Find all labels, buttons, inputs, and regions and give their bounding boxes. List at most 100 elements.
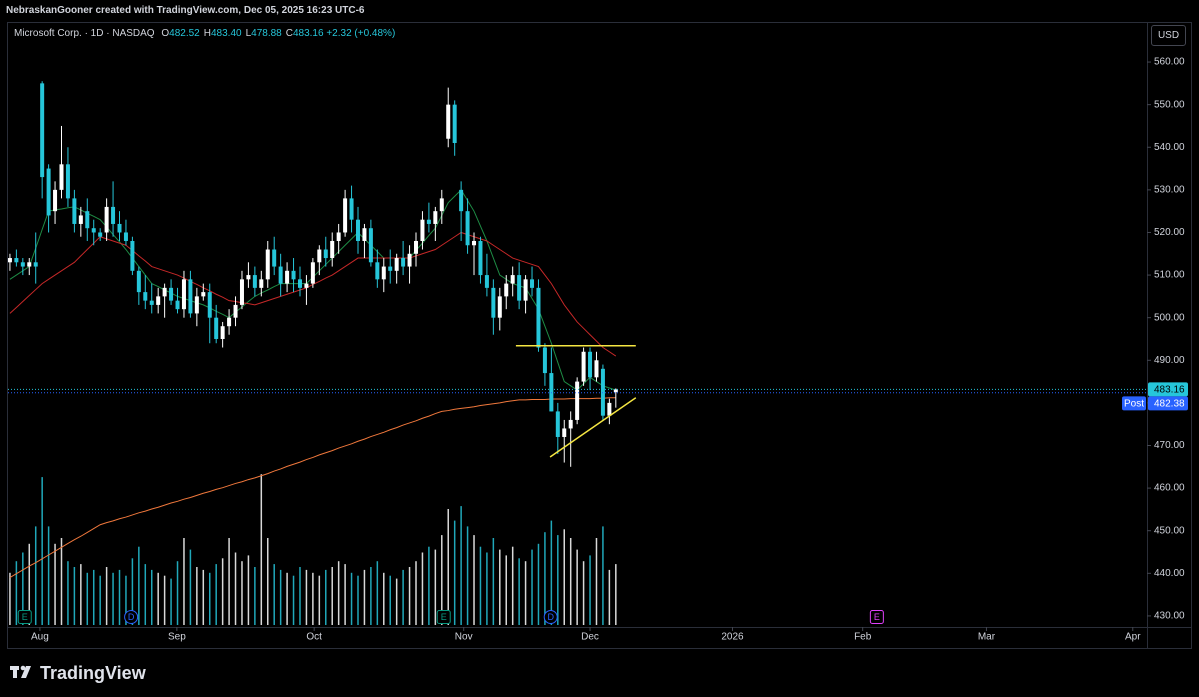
candle-body	[291, 270, 296, 280]
candle-body	[439, 198, 444, 212]
ohlc-value: 483.40	[210, 28, 242, 39]
candle-body	[72, 198, 77, 224]
candle-body	[175, 300, 180, 310]
y-tick-label: 440.00	[1154, 568, 1185, 579]
candle-body	[594, 360, 599, 378]
candle-body	[59, 164, 64, 190]
candle-body	[401, 258, 406, 267]
volume-bar	[157, 572, 159, 625]
candle-body	[201, 292, 206, 297]
candle-body	[246, 275, 251, 280]
moving-average	[9, 397, 616, 579]
candle-body	[40, 83, 45, 178]
candle-body	[181, 279, 186, 310]
x-tick-label: Apr	[1125, 632, 1141, 643]
volume-bar	[125, 575, 127, 625]
volume-bar	[447, 509, 449, 625]
candle-body	[136, 270, 141, 293]
volume-bar	[537, 543, 540, 625]
candle-body	[278, 266, 283, 284]
volume-bar	[189, 549, 192, 625]
candle-body	[297, 279, 302, 288]
volume-bar	[138, 546, 140, 625]
candle-body	[194, 296, 199, 314]
volume-bar	[170, 578, 172, 625]
axes: 430.00440.00450.00460.00470.00480.00490.…	[17, 57, 1188, 643]
ohlc-value: 478.88	[251, 28, 282, 39]
post-price-tag	[1148, 396, 1188, 411]
volume-bar	[453, 520, 456, 625]
candle-body	[588, 351, 593, 378]
event-label: E	[22, 612, 28, 622]
volume-bar	[518, 558, 520, 625]
currency-button[interactable]: USD	[1151, 25, 1186, 46]
candle-body	[317, 249, 322, 263]
candle-body	[368, 228, 373, 263]
candle-body	[14, 258, 19, 263]
volume-bar	[602, 526, 604, 625]
plot-area	[8, 81, 1147, 625]
candle-body	[452, 104, 457, 143]
candle-body	[27, 262, 32, 267]
candle-body	[381, 266, 386, 280]
volume-bar	[608, 569, 611, 625]
candle-body	[78, 215, 83, 224]
candle-body	[98, 232, 103, 237]
volume-bar	[408, 567, 411, 625]
x-tick-label: 2026	[721, 632, 744, 643]
volume-bar	[421, 552, 424, 625]
logo-icon	[10, 665, 31, 678]
volume-bar	[325, 569, 327, 625]
candle-body	[123, 232, 128, 241]
candle-body	[517, 275, 522, 301]
volume-bar	[479, 546, 482, 625]
change: +2.32 (+0.48%)	[326, 28, 396, 39]
ohlc-key: L	[245, 28, 252, 39]
candle-body	[478, 240, 483, 276]
volume-bar	[499, 549, 501, 625]
volume-bar	[550, 520, 553, 625]
candle-body	[555, 411, 560, 437]
x-tick-label: Dec	[581, 632, 599, 643]
volume-bar	[557, 535, 559, 625]
volume-bar	[511, 546, 514, 625]
candle-body	[491, 287, 496, 318]
header-credit: NebraskanGooner created with TradingView…	[6, 5, 365, 16]
candle-body	[568, 419, 573, 429]
candle-body	[465, 211, 470, 246]
volume-bar	[99, 575, 101, 625]
y-tick-label: 540.00	[1154, 142, 1185, 153]
post-badge	[1122, 396, 1146, 411]
symbol-legend: Microsoft Corp. · 1D · NASDAQ O482.52 H48…	[14, 28, 395, 39]
volume-bar	[460, 506, 462, 625]
event-label: D	[547, 612, 554, 622]
x-tick-label: Sep	[168, 632, 186, 643]
ohlc-value: 482.52	[169, 28, 200, 39]
candle-body	[162, 287, 167, 297]
volume-bar	[441, 535, 443, 625]
y-tick-label: 550.00	[1154, 99, 1185, 110]
event-icon	[543, 610, 558, 624]
trend-drawing	[549, 397, 637, 458]
x-tick-label: Aug	[31, 632, 49, 643]
candle-body	[310, 262, 315, 284]
candle-body	[336, 232, 341, 241]
volume-bar	[86, 572, 89, 625]
symbol-name: Microsoft Corp. · 1D · NASDAQ	[14, 28, 155, 39]
volume-bar	[402, 569, 404, 625]
volume-bar	[176, 561, 179, 625]
candle-body	[420, 219, 425, 241]
candle-body	[46, 168, 51, 216]
volume-bar	[260, 474, 263, 625]
candle-body	[188, 279, 193, 314]
y-tick-label: 470.00	[1154, 440, 1185, 451]
candle-body	[362, 228, 367, 241]
candle-body	[484, 275, 489, 288]
volume-bar	[163, 575, 166, 625]
x-tick-label: Feb	[854, 632, 872, 643]
volume-bar	[241, 561, 243, 625]
volume-bar	[228, 538, 230, 625]
candle-body	[104, 206, 109, 233]
volume-bar	[183, 538, 185, 625]
